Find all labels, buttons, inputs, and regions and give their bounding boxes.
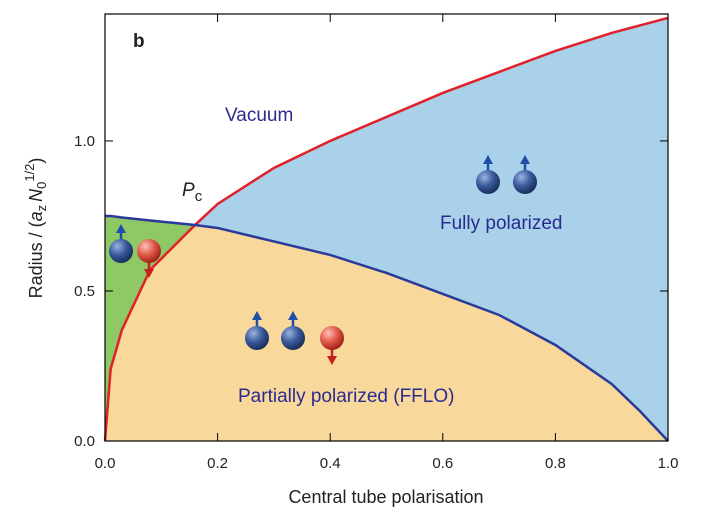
- x-tick-label: 0.0: [95, 455, 116, 472]
- spin-arrowhead: [116, 224, 126, 233]
- regions: [105, 17, 668, 442]
- y-label-n-sup: 1/2: [22, 164, 37, 182]
- region-partial-low: [105, 215, 196, 441]
- atom-up: [109, 239, 133, 263]
- spin-arrowhead: [327, 356, 337, 365]
- x-tick-label: 0.6: [432, 455, 453, 472]
- plot-frame: [104, 13, 669, 442]
- x-tick-label: 0.8: [545, 455, 566, 472]
- annotation: Fully polarized: [440, 213, 563, 234]
- ticks: 0.0 0.2 0.4 0.6 0.8 1.0 0.0 0.5 1.0: [74, 14, 678, 472]
- spin-arrowhead: [520, 155, 530, 164]
- y-tick-label: 1.0: [74, 133, 95, 150]
- curves: [103, 16, 669, 442]
- critical-point-label: Pc: [182, 180, 203, 205]
- region-full: [195, 17, 668, 442]
- x-tick-label: 1.0: [658, 455, 679, 472]
- annotation: Vacuum: [225, 105, 293, 126]
- y-axis-label: Radius / (azN01/2): [22, 158, 49, 299]
- y-tick-label: 0.5: [74, 283, 95, 300]
- annotation: Partially polarized (FFLO): [238, 386, 454, 407]
- atom-up: [281, 326, 305, 350]
- y-label-n-sub: 0: [34, 182, 49, 189]
- spin-arrowhead: [483, 155, 493, 164]
- phase-boundary: [105, 214, 669, 442]
- atom-up: [513, 170, 537, 194]
- spin-arrowhead: [288, 311, 298, 320]
- critical-sub: c: [195, 188, 203, 205]
- critical-p: P: [182, 180, 195, 201]
- x-axis-label: Central tube polarisation: [288, 487, 483, 507]
- atom-down: [137, 239, 161, 263]
- y-label-a-sub: z: [34, 205, 49, 212]
- y-label-suffix: ): [26, 158, 46, 164]
- y-tick-label: 0.0: [74, 433, 95, 450]
- panel-label: b: [133, 31, 145, 52]
- x-tick-label: 0.4: [320, 455, 341, 472]
- y-label-n: N: [26, 188, 46, 202]
- region-partial: [105, 224, 668, 441]
- phase-boundary: [103, 16, 669, 442]
- spin-arrowhead: [252, 311, 262, 320]
- atom-up: [476, 170, 500, 194]
- atom-down: [320, 326, 344, 350]
- y-label-prefix: Radius / (: [26, 221, 46, 298]
- atom-icons: [109, 155, 537, 365]
- y-label-a: a: [26, 211, 46, 221]
- atom-up: [245, 326, 269, 350]
- x-tick-label: 0.2: [207, 455, 228, 472]
- spin-arrowhead: [144, 269, 154, 278]
